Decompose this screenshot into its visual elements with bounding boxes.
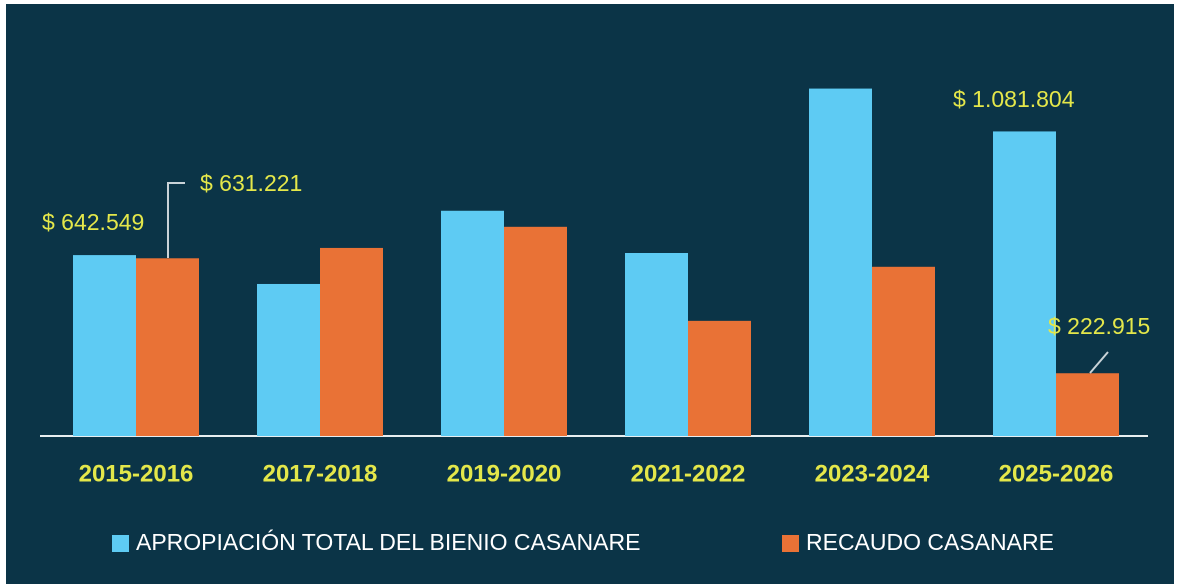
x-tick-label: 2019-2020 [447, 460, 562, 487]
legend-label: APROPIACIÓN TOTAL DEL BIENIO CASANARE [136, 529, 640, 555]
bar [688, 320, 751, 436]
bar [625, 253, 688, 436]
bar [809, 88, 872, 436]
bar [136, 258, 199, 436]
background [6, 4, 1174, 584]
leader-line [167, 182, 185, 258]
data-label: $ 642.549 [42, 209, 144, 235]
data-label: $ 631.221 [200, 170, 302, 196]
x-tick-label: 2025-2026 [999, 460, 1114, 487]
bar [1056, 373, 1119, 436]
legend-swatch [112, 535, 129, 552]
legend-swatch [782, 535, 799, 552]
bar [993, 131, 1056, 436]
data-label: $ 1.081.804 [953, 86, 1075, 112]
bar [441, 210, 504, 436]
x-tick-label: 2017-2018 [263, 460, 378, 487]
x-tick-label: 2021-2022 [631, 460, 746, 487]
leader-line [1089, 351, 1109, 374]
legend-label: RECAUDO CASANARE [806, 529, 1054, 555]
bar [872, 266, 935, 436]
x-tick-label: 2023-2024 [815, 460, 930, 487]
data-label: $ 222.915 [1048, 313, 1150, 339]
x-tick-label: 2015-2016 [79, 460, 194, 487]
bar [257, 283, 320, 436]
bar [504, 226, 567, 436]
bar [320, 247, 383, 436]
bar [73, 255, 136, 436]
